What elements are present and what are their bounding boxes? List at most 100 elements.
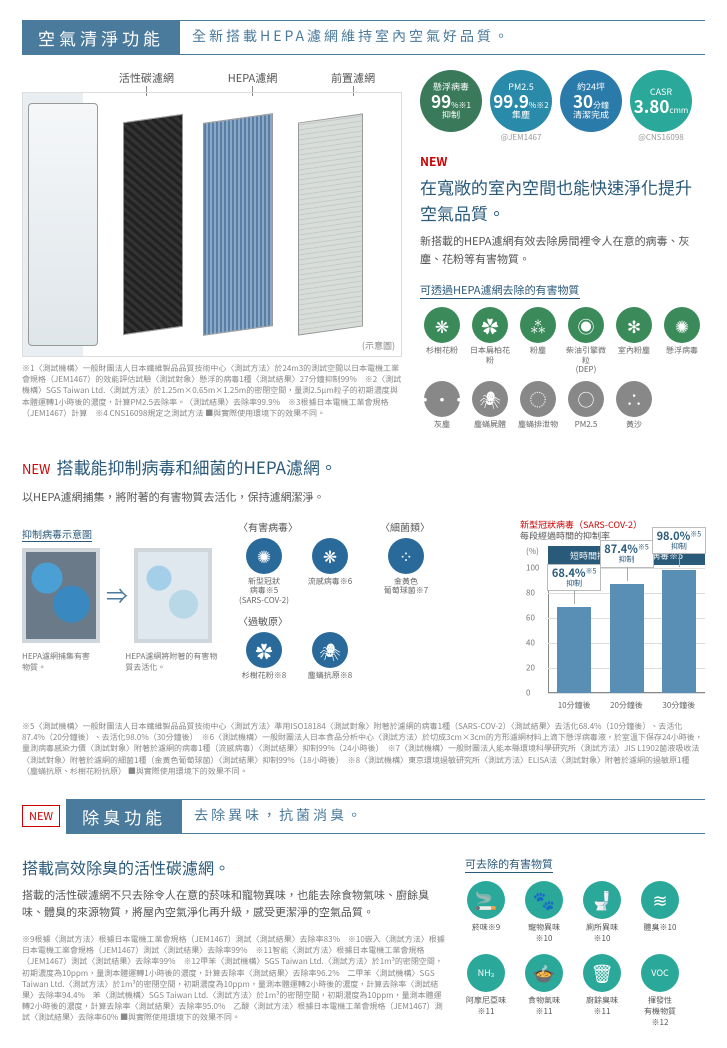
substance-icon: ✿ [472, 307, 508, 343]
target-head: 〈有害病毒〉 [238, 519, 356, 534]
target-icon: ✿ [246, 632, 282, 668]
section3-subhead: 可去除的有害物質 [465, 856, 553, 873]
badge: PM2.599.9%※2集塵 [490, 70, 552, 132]
section3-header: NEW 除臭功能 去除異味，抗菌消臭。 [22, 799, 705, 834]
demo-before-img [22, 548, 100, 643]
bar-caption: 87.4%※5抑制 [600, 540, 654, 568]
target-icon: 🕷 [312, 632, 348, 668]
demo-caption: HEPA濾網將附著的有害物質去活化。 [125, 651, 222, 673]
section3-head: 搭載高效除臭的活性碳濾網。 [22, 855, 445, 879]
substance-icon-cell: ✿日本扁柏花粉 [468, 307, 512, 375]
badge: 約24坪30分鐘清潔完成 [560, 70, 622, 132]
substance-icon-cell: 🕷 塵蟎屍體 [468, 381, 512, 430]
substance-icon-cell: ⁂ 粉塵 [516, 307, 560, 375]
odor-icon: 🚬 [467, 881, 505, 919]
substance-icon: ∴ [616, 381, 652, 417]
substance-label: 室內粉塵 [612, 346, 656, 356]
chart-bar: 98.0%※5抑制 [662, 570, 696, 693]
odor-label: 體臭※10 [639, 922, 681, 933]
substance-label: 粉塵 [516, 346, 560, 356]
section1-body: 新搭載的HEPA濾網有效去除房間裡令人在意的病毒、灰塵、花粉等有害物質。 [420, 233, 705, 268]
odor-icon: ≋ [641, 881, 679, 919]
odor-label: 廁所異味※10 [581, 922, 623, 944]
section3-body: 搭載的活性碳濾網不只去除令人在意的菸味和寵物異味，也能去除食物氣味、廚餘臭味、體… [22, 887, 445, 922]
badge-note: @CNS16098 [630, 132, 692, 143]
odor-label: 寵物異味※10 [523, 922, 565, 944]
substance-icon-cell: ◉柴油引擎微粒(DEP) [564, 307, 608, 375]
new-label: NEW [22, 459, 50, 478]
new-label: NEW [420, 153, 705, 170]
substance-icon: 🕷 [472, 381, 508, 417]
target-label: 金黃色葡萄球菌※7 [380, 577, 432, 596]
odor-icon: NH₃ [467, 954, 505, 992]
bar-caption: 98.0%※5抑制 [652, 527, 706, 555]
target-column: 〈有害病毒〉✺新型冠狀病毒※5(SARS-COV-2)❋流感病毒※6〈細菌類〉⁘… [238, 519, 504, 711]
substance-label: 灰塵 [420, 420, 464, 430]
substance-icon-cell: ∴ 黃沙 [612, 381, 656, 430]
odor-grid: 🚬菸味※9 🐾 寵物異味※10 🚽 廁所異味※10 ≋ 體臭※10 NH₃ 阿摩尼亞味※11 🍲 食… [465, 881, 705, 1028]
x-label: 10分鐘後 [549, 700, 599, 711]
substance-icon: ✺ [664, 307, 700, 343]
section1-subhead: 可透過HEPA濾網去除的有害物質 [420, 282, 580, 299]
y-tick: 60 [526, 612, 535, 623]
substance-icon-cell: ○ PM2.5 [564, 381, 608, 430]
substance-icon: ✻ [616, 307, 652, 343]
substance-label: 懸浮病毒 [660, 346, 704, 356]
x-label: 30分鐘後 [654, 700, 704, 711]
substance-label: 黃沙 [612, 420, 656, 430]
substance-label: 塵蟎屍體 [468, 420, 512, 430]
target-icon: ⁘ [388, 538, 424, 574]
target-label: 流感病毒※6 [304, 577, 356, 587]
demo-caption: HEPA濾網捕集有害物質。 [22, 651, 97, 673]
target-head: 〈過敏原〉 [238, 613, 504, 628]
substance-label: 塵蟎排泄物 [516, 420, 560, 430]
chart-title-line2: 每段經過時間的抑制率 [520, 529, 610, 542]
section2-title: NEW搭載能抑制病毒和細菌的HEPA濾網。 [22, 454, 705, 479]
odor-icon-cell: 🍲 食物氣味※11 [523, 954, 565, 1028]
y-tick: 20 [526, 662, 535, 673]
filter-label: 前置濾網 [331, 70, 375, 86]
substance-label: 柴油引擎微粒(DEP) [564, 346, 608, 375]
odor-label: 食物氣味※11 [523, 995, 565, 1017]
odor-icon-cell: 🚽 廁所異味※10 [581, 881, 623, 944]
badge: CASR3.80cmm [630, 70, 692, 132]
odor-icon-cell: 🚬菸味※9 [465, 881, 507, 944]
odor-icon: 🍲 [525, 954, 563, 992]
odor-icon: 🐾 [525, 881, 563, 919]
odor-label: 廚餘臭味※11 [581, 995, 623, 1017]
odor-icon: 🚽 [583, 881, 621, 919]
chart-bar: 68.4%※5抑制 [557, 607, 591, 693]
odor-icon: 🗑 [583, 954, 621, 992]
substance-icon: ❋ [424, 307, 460, 343]
demo-after-img [134, 548, 212, 643]
odor-icon-cell: VOC揮發性有機物質※12 [639, 954, 681, 1028]
odor-label: 揮發性有機物質※12 [639, 995, 681, 1028]
y-tick: 40 [526, 637, 535, 648]
odor-icon: VOC [641, 954, 679, 992]
section1-title: 空氣清淨功能 [22, 20, 180, 55]
target-icon: ❋ [312, 538, 348, 574]
substance-label: 杉樹花粉 [420, 346, 464, 356]
substance-icon: ⁂ [520, 307, 556, 343]
section2-sub: 以HEPA濾網捕集，將附著的有害物質去活化，保持濾網潔淨。 [22, 489, 705, 505]
section1-fineprint: ※1〈測試機構〉一般財團法人日本纖維製品品質技術中心〈測試方法〉於24m3的測試… [22, 363, 402, 419]
badge-note: @JEM1467 [490, 132, 552, 143]
substance-icon-cell: ✺ 懸浮病毒 [660, 307, 704, 375]
section2-fineprint: ※5〈測試機構〉一般財團法人日本纖維製品品質技術中心〈測試方法〉準用ISO181… [22, 721, 705, 777]
substance-icon: ◌ [520, 381, 556, 417]
substance-icon: ○ [568, 381, 604, 417]
inhibition-chart: (%) 短時間抑制新型冠狀病毒※502040608010068.4%※5抑制10… [520, 546, 705, 711]
chart-bar: 87.4%※5抑制 [610, 584, 644, 693]
badge: 懸浮病毒99%※1抑制 [420, 70, 482, 132]
target-label: 杉樹花粉※8 [238, 671, 290, 681]
section1-headline: 在寬敞的室內空間也能快速淨化提升空氣品質。 [420, 174, 705, 225]
substance-label: PM2.5 [564, 420, 608, 430]
substance-icon-cell: ✻ 室內粉塵 [612, 307, 656, 375]
section3-title: 除臭功能 [66, 799, 182, 834]
demo-head: 抑制病毒示意圖 [22, 526, 92, 542]
demo-column: 抑制病毒示意圖 ⇒ HEPA濾網捕集有害物質。 HEPA濾網將附著的有害物質去活… [22, 519, 222, 711]
substance-icon-cell: ❋ 杉樹花粉 [420, 307, 464, 375]
odor-label: 阿摩尼亞味※11 [465, 995, 507, 1017]
y-tick: 100 [526, 562, 539, 573]
odor-icon-cell: 🐾 寵物異味※10 [523, 881, 565, 944]
